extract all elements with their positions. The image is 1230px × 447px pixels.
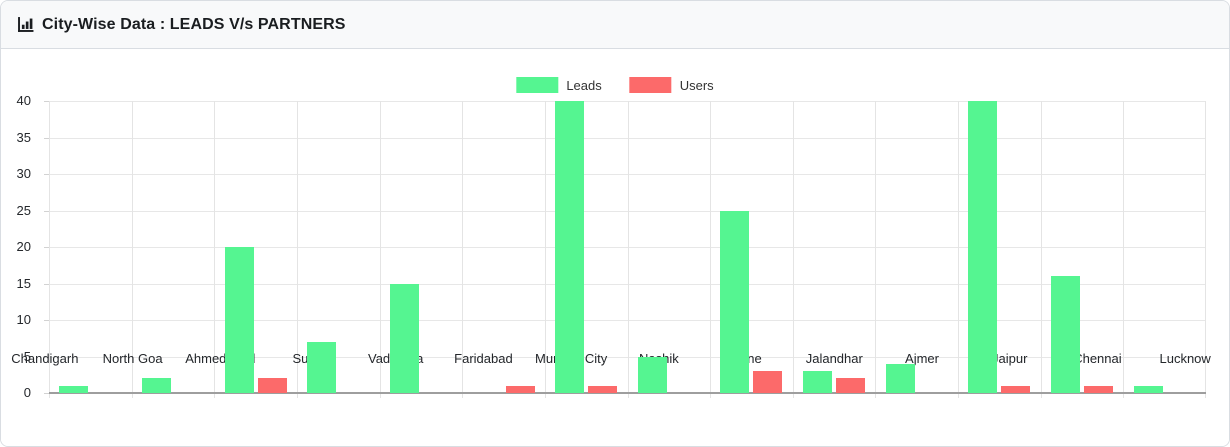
x-axis-line [49,392,1206,394]
chart-body: Leads Users 0 5 10 15 20 25 30 35 40 Chandigarh No… [1,49,1229,446]
gridline-vertical [49,101,50,398]
x-axis-label: Chennai [1073,351,1122,366]
chart-legend: Leads Users [516,77,714,93]
y-tick-mark [44,356,49,358]
bar-leads-ahmedabad[interactable] [224,247,254,393]
y-tick-mark [44,101,49,102]
category-group-ajmer [875,101,958,393]
legend-swatch-leads [516,77,559,93]
bar-leads-mumbai-city[interactable] [555,101,585,393]
gridline-vertical [131,101,133,398]
category-group-jalandhar [793,101,876,393]
gridline-vertical [958,101,960,398]
plot-area [44,101,1206,398]
category-group-north-goa [132,101,215,393]
y-axis-label: 15 [16,275,31,291]
y-axis-label: 10 [16,312,31,327]
category-group-jaipur [958,101,1041,393]
category-group-chennai [1041,101,1124,393]
gridline-vertical [296,101,298,398]
y-axis-label: 30 [16,166,31,181]
card-header: City-Wise Data : LEADS V/s PARTNERS [1,1,1229,49]
x-axis-label: North Goa [102,351,163,366]
category-group-faridabad [462,101,545,393]
y-tick-mark [44,247,49,248]
bar-leads-vadodara[interactable] [389,283,419,393]
bar-leads-chandigarh[interactable] [59,385,89,393]
y-axis-label: 5 [23,348,31,364]
y-tick-mark [44,393,49,394]
bar-leads-north-goa[interactable] [141,378,171,393]
bar-leads-pune[interactable] [720,210,750,393]
legend-swatch-users [629,77,672,93]
gridline-vertical [462,101,464,398]
y-tick-mark [44,137,49,139]
y-tick-mark [44,210,49,212]
gridline-vertical [710,101,712,398]
x-axis-label: Ajmer [905,351,939,366]
category-group-lucknow [1123,101,1206,393]
bar-leads-nashik[interactable] [637,356,667,393]
gridline-vertical [1205,101,1206,398]
gridline-vertical [214,101,216,398]
category-group-vadodara [380,101,463,393]
bar-chart-icon [17,16,34,33]
bar-users-pune[interactable] [753,371,783,393]
x-axis-label: Chandigarh [11,351,79,366]
x-axis-label: Faridabad [454,351,513,366]
y-tick-mark [44,320,49,321]
bar-leads-surat[interactable] [307,341,337,393]
y-axis-label: 0 [23,385,31,400]
x-axis-label: Jaipur [991,351,1028,366]
y-tick-mark [44,174,49,175]
legend-item-users[interactable]: Users [629,77,714,93]
bar-leads-ajmer[interactable] [885,363,915,393]
x-axis-label: Jalandhar [805,351,863,366]
bar-leads-lucknow[interactable] [1133,385,1163,393]
category-group-chandigarh [49,101,132,393]
y-axis: 0 5 10 15 20 25 30 35 40 [1,93,41,400]
legend-item-leads[interactable]: Leads [516,77,602,93]
bar-users-jalandhar[interactable] [836,378,866,393]
bar-users-jaipur[interactable] [1001,385,1031,393]
y-axis-label: 35 [16,129,31,145]
y-axis-label: 25 [16,202,31,218]
gridline-vertical [544,101,546,398]
gridline-vertical [875,101,877,398]
gridline-vertical [627,101,629,398]
bar-users-faridabad[interactable] [505,385,535,393]
page-title: City-Wise Data : LEADS V/s PARTNERS [42,15,346,33]
gridline-vertical [792,101,794,398]
y-axis-label: 20 [16,239,31,254]
y-tick-mark [44,283,49,285]
x-axis-label: Lucknow [1159,351,1211,366]
legend-label: Leads [566,77,602,93]
gridline-vertical [379,101,381,398]
bar-leads-chennai[interactable] [1051,276,1080,393]
category-group-mumbai-city [545,101,628,393]
category-group-nashik [627,101,710,393]
bar-users-mumbai-city[interactable] [588,385,618,393]
gridline-vertical [1040,101,1042,398]
gridline-vertical [1123,101,1125,398]
bar-users-chennai[interactable] [1084,385,1113,393]
bars-layer [49,101,1206,393]
category-group-ahmedabad [214,101,297,393]
bar-leads-jalandhar[interactable] [803,371,833,393]
category-group-pune [710,101,793,393]
category-group-surat [297,101,380,393]
legend-label: Users [679,77,714,93]
bar-users-ahmedabad[interactable] [257,378,287,393]
bar-leads-jaipur[interactable] [968,101,998,393]
y-axis-label: 40 [16,93,31,108]
